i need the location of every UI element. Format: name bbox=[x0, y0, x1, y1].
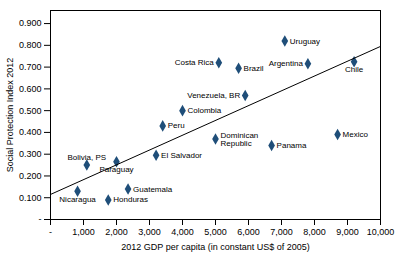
svg-text:-: - bbox=[49, 227, 52, 237]
svg-text:1,000: 1,000 bbox=[72, 227, 95, 237]
svg-text:7,000: 7,000 bbox=[270, 227, 293, 237]
svg-text:2,000: 2,000 bbox=[105, 227, 128, 237]
svg-text:Uruguay: Uruguay bbox=[290, 37, 320, 46]
svg-text:El Salvador: El Salvador bbox=[161, 151, 202, 160]
svg-text:Guatemala: Guatemala bbox=[133, 185, 173, 194]
svg-text:Panama: Panama bbox=[277, 141, 307, 150]
svg-text:Honduras: Honduras bbox=[113, 195, 148, 204]
svg-text:0.800: 0.800 bbox=[19, 40, 42, 50]
svg-text:Colombia: Colombia bbox=[188, 106, 222, 115]
svg-text:Social Protection Index 2012: Social Protection Index 2012 bbox=[5, 58, 15, 173]
svg-text:2012 GDP per capita (in consta: 2012 GDP per capita (in constant US$ of … bbox=[121, 242, 309, 252]
svg-text:0.400: 0.400 bbox=[19, 127, 42, 137]
svg-text:10,000: 10,000 bbox=[367, 227, 395, 237]
svg-text:0.500: 0.500 bbox=[19, 106, 42, 116]
svg-text:0.600: 0.600 bbox=[19, 84, 42, 94]
svg-text:Venezuela, BR: Venezuela, BR bbox=[187, 91, 240, 100]
svg-text:9,000: 9,000 bbox=[336, 227, 359, 237]
svg-text:Nicaragua: Nicaragua bbox=[59, 195, 96, 204]
svg-text:0.300: 0.300 bbox=[19, 149, 42, 159]
svg-text:0.700: 0.700 bbox=[19, 62, 42, 72]
svg-text:0.900: 0.900 bbox=[19, 18, 42, 28]
svg-text:Costa Rica: Costa Rica bbox=[175, 58, 215, 67]
svg-text:Argentina: Argentina bbox=[269, 59, 304, 68]
svg-text:-: - bbox=[39, 214, 42, 224]
svg-text:Paraguay: Paraguay bbox=[99, 165, 133, 174]
svg-text:Chile: Chile bbox=[345, 65, 364, 74]
svg-text:0.100: 0.100 bbox=[19, 193, 42, 203]
svg-text:4,000: 4,000 bbox=[171, 227, 194, 237]
svg-text:5,000: 5,000 bbox=[204, 227, 227, 237]
svg-text:Peru: Peru bbox=[168, 121, 185, 130]
svg-text:8,000: 8,000 bbox=[303, 227, 326, 237]
svg-text:Brazil: Brazil bbox=[244, 64, 264, 73]
svg-text:6,000: 6,000 bbox=[237, 227, 260, 237]
svg-text:DominicanRepublic: DominicanRepublic bbox=[221, 131, 259, 148]
svg-text:0.200: 0.200 bbox=[19, 171, 42, 181]
svg-text:3,000: 3,000 bbox=[138, 227, 161, 237]
svg-text:Mexico: Mexico bbox=[343, 130, 369, 139]
svg-text:Bolivia, PS: Bolivia, PS bbox=[67, 153, 106, 162]
